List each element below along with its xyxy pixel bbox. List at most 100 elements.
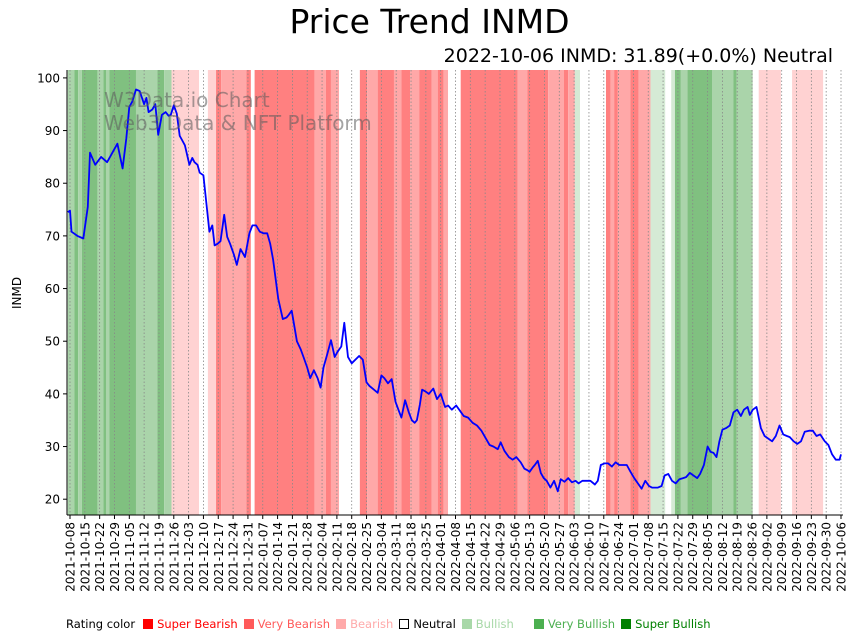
- x-tick-label: 2022-02-11: [330, 522, 344, 592]
- rating-band-very-bullish: [109, 70, 136, 515]
- rating-band-bearish: [314, 70, 326, 515]
- x-tick-label: 2021-11-19: [152, 522, 166, 592]
- rating-band-bullish: [164, 70, 172, 515]
- legend-item-bullish: Bullish: [461, 617, 514, 631]
- rating-band-bearish: [517, 70, 528, 515]
- rating-bands: [67, 70, 841, 515]
- rating-band-very-bearish: [527, 70, 549, 515]
- x-tick-label: 2022-02-25: [360, 522, 374, 592]
- x-tick-label: 2021-11-12: [138, 522, 152, 592]
- rating-band-bearish: [792, 70, 824, 515]
- y-tick-label: 90: [45, 124, 60, 138]
- rating-band-bullish: [106, 70, 110, 515]
- y-tick-label: 50: [45, 335, 60, 349]
- x-tick-label: 2022-05-06: [508, 522, 522, 592]
- legend-swatch: [143, 619, 154, 629]
- rating-band-very-bearish: [401, 70, 411, 515]
- x-tick-label: 2021-10-08: [64, 522, 78, 592]
- legend-item-label: Super Bullish: [635, 617, 711, 631]
- x-tick-label: 2021-12-17: [212, 522, 226, 592]
- y-tick-label: 20: [45, 493, 60, 507]
- rating-band-very-bearish: [359, 70, 368, 515]
- price-line-layer: [67, 88, 842, 493]
- chart-title: Price Trend INMD: [289, 2, 570, 41]
- rating-band-bullish: [650, 70, 666, 515]
- x-tick-label: 2021-12-10: [197, 522, 211, 592]
- legend-swatch: [461, 619, 472, 629]
- x-tick-label: 2022-03-11: [390, 522, 404, 592]
- chart-subtitle: 2022-10-06 INMD: 31.89(+0.0%) Neutral: [443, 45, 833, 67]
- legend-item-neutral: Neutral: [399, 617, 456, 631]
- rating-band-bullish: [736, 70, 753, 515]
- rating-band-neutral: [665, 70, 672, 515]
- x-tick-label: 2021-10-22: [93, 522, 107, 592]
- rating-band-very-bullish: [674, 70, 681, 515]
- rating-band-very-bearish: [419, 70, 432, 515]
- legend-items: Super Bearish Very Bearish Bearish Neutral B…: [143, 617, 716, 631]
- x-tick-label: 2021-10-29: [108, 522, 122, 592]
- x-tick-label: 2022-07-01: [627, 522, 641, 592]
- rating-band-bearish: [171, 70, 199, 515]
- legend-item-super-bullish: Super Bullish: [621, 617, 711, 631]
- x-tick-label: 2021-12-03: [182, 522, 196, 592]
- x-tick-label: 2022-09-23: [805, 522, 819, 592]
- rating-band-bullish: [574, 70, 581, 515]
- legend-swatch: [399, 619, 410, 629]
- x-tick-label: 2021-12-24: [227, 522, 241, 592]
- rating-band-bearish: [207, 70, 217, 515]
- rating-band-bearish: [443, 70, 449, 515]
- x-tick-label: 2022-06-03: [568, 522, 582, 592]
- legend-swatch: [533, 619, 544, 629]
- rating-band-bullish: [97, 70, 104, 515]
- x-tick-label: 2022-10-06: [835, 522, 849, 592]
- y-tick-label: 80: [45, 177, 60, 191]
- x-tick-label: 2022-06-10: [582, 522, 596, 592]
- x-tick-label: 2021-11-05: [123, 522, 137, 592]
- rating-band-neutral: [780, 70, 793, 515]
- rating-band-bearish: [617, 70, 631, 515]
- legend-item-bearish: Bearish: [336, 617, 393, 631]
- x-tick-label: 2022-01-07: [256, 522, 270, 592]
- legend-item-label: Very Bearish: [257, 617, 331, 631]
- x-tick-label: 2022-09-02: [760, 522, 774, 592]
- rating-band-bearish: [393, 70, 402, 515]
- x-tick-label: 2022-08-05: [701, 522, 715, 592]
- x-tick-label: 2022-09-09: [775, 522, 789, 592]
- legend-swatch: [243, 619, 254, 629]
- x-tick-label: 2022-07-22: [671, 522, 685, 592]
- y-tick-label: 40: [45, 387, 60, 401]
- rating-band-neutral: [198, 70, 208, 515]
- x-tick-label: 2022-04-22: [479, 522, 493, 592]
- rating-band-bearish: [568, 70, 575, 515]
- rating-band-bullish: [712, 70, 734, 515]
- rating-band-very-bearish: [563, 70, 569, 515]
- rating-band-bullish: [671, 70, 675, 515]
- legend-item-label: Bullish: [475, 617, 514, 631]
- rating-band-bearish: [610, 70, 615, 515]
- x-tick-label: 2022-09-30: [820, 522, 834, 592]
- x-tick-label: 2022-01-28: [301, 522, 315, 592]
- legend-label: Rating color: [66, 617, 136, 631]
- rating-band-very-bearish: [254, 70, 315, 515]
- x-tick-label: 2022-05-13: [523, 522, 537, 592]
- x-tick-label: 2022-07-08: [642, 522, 656, 592]
- rating-band-very-bearish: [216, 70, 222, 515]
- legend-swatch: [621, 619, 632, 629]
- rating-band-bearish: [638, 70, 651, 515]
- rating-band-very-bearish: [325, 70, 331, 515]
- x-tick-label: 2022-07-15: [657, 522, 671, 592]
- rating-band-very-bearish: [460, 70, 518, 515]
- x-tick-label: 2022-01-21: [286, 522, 300, 592]
- x-tick-label: 2022-03-25: [419, 522, 433, 592]
- y-axis-ticks: 20 30 40 50 60 70 80 90 100: [37, 71, 67, 507]
- x-tick-label: 2022-08-26: [746, 522, 760, 592]
- rating-band-very-bullish: [103, 70, 107, 515]
- rating-band-very-bearish: [605, 70, 611, 515]
- rating-band-very-bullish: [81, 70, 98, 515]
- y-tick-label: 70: [45, 229, 60, 243]
- rating-band-bearish: [758, 70, 781, 515]
- x-tick-label: 2022-02-18: [345, 522, 359, 592]
- rating-band-bearish: [367, 70, 378, 515]
- rating-band-bearish: [548, 70, 564, 515]
